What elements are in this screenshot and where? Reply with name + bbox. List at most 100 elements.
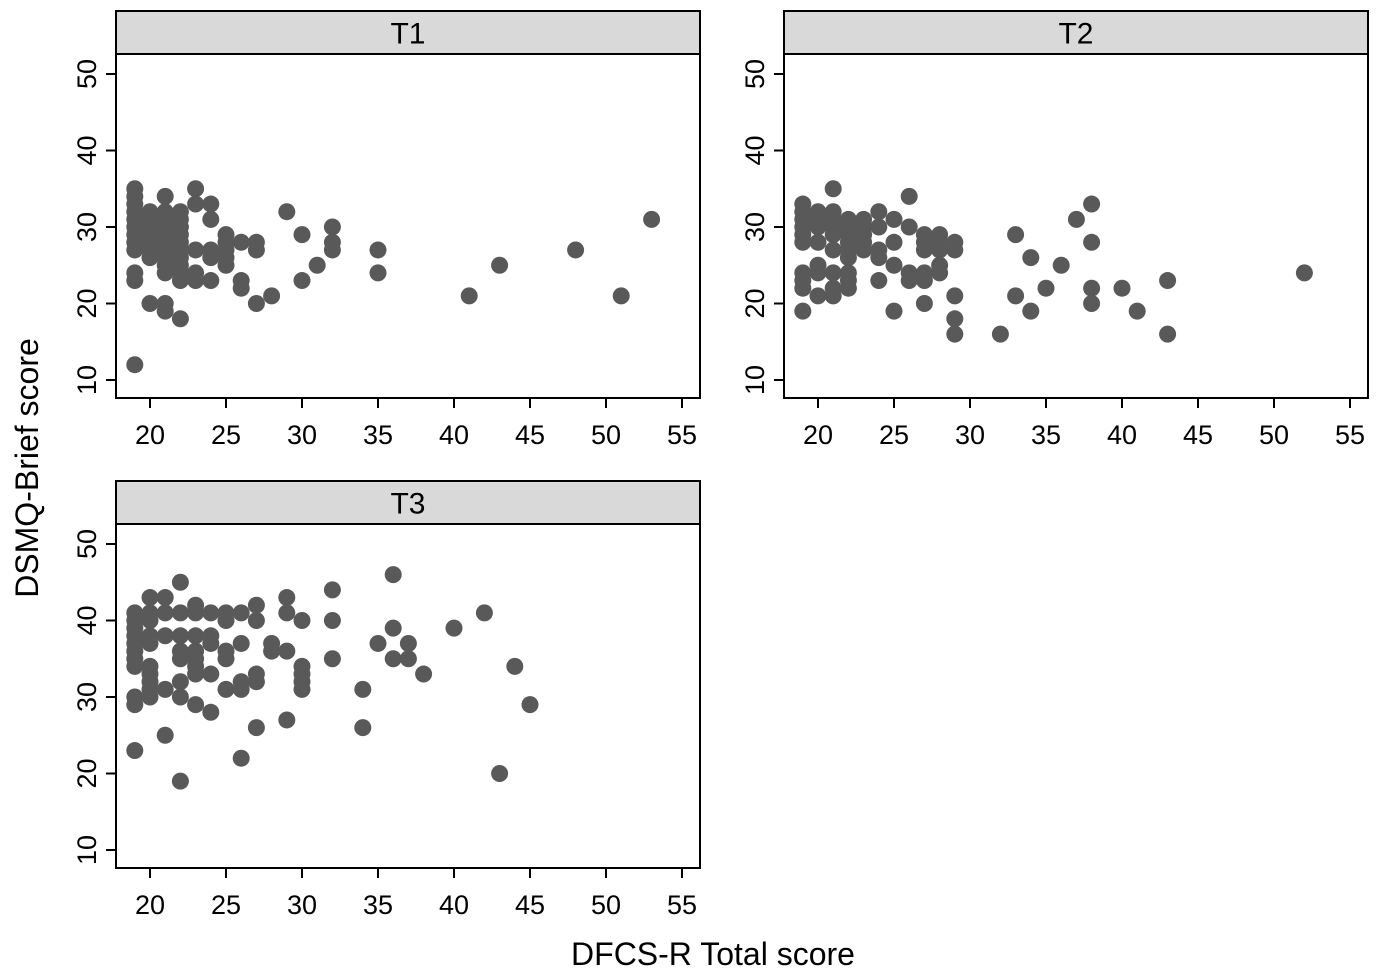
data-point xyxy=(126,696,144,714)
data-point xyxy=(415,665,433,683)
panel-strip-label: T3 xyxy=(390,488,425,521)
data-point xyxy=(612,287,630,305)
data-point xyxy=(1052,256,1070,274)
data-point xyxy=(946,241,964,259)
data-point xyxy=(232,279,250,297)
data-point xyxy=(202,249,220,267)
data-point xyxy=(187,665,205,683)
data-point xyxy=(445,619,463,637)
data-point xyxy=(885,233,903,251)
data-point xyxy=(202,604,220,622)
data-point xyxy=(900,272,918,290)
data-point xyxy=(202,634,220,652)
data-point xyxy=(567,241,585,259)
data-point xyxy=(384,650,402,668)
x-tick-label: 25 xyxy=(211,890,241,920)
y-tick-label: 20 xyxy=(740,288,770,318)
data-point xyxy=(794,279,812,297)
y-tick-label: 30 xyxy=(72,212,102,242)
data-point xyxy=(1007,287,1025,305)
data-point xyxy=(141,634,159,652)
panel-strip xyxy=(115,480,701,525)
data-point xyxy=(839,279,857,297)
data-point xyxy=(187,241,205,259)
data-point xyxy=(1083,295,1101,312)
data-point xyxy=(384,566,402,584)
data-point xyxy=(824,180,842,198)
data-point xyxy=(232,749,250,767)
plot-area xyxy=(115,523,701,869)
data-point xyxy=(885,210,903,228)
data-point xyxy=(171,573,189,591)
data-point xyxy=(247,673,265,691)
data-point xyxy=(323,650,341,668)
data-point xyxy=(141,688,159,706)
data-point xyxy=(156,264,174,282)
x-tick-label: 55 xyxy=(1335,420,1365,450)
data-point xyxy=(232,680,250,698)
data-point xyxy=(885,302,903,320)
y-tick-label: 50 xyxy=(740,59,770,89)
data-point xyxy=(946,287,964,305)
data-point xyxy=(870,203,888,221)
data-point xyxy=(1113,279,1131,297)
data-point xyxy=(187,627,205,645)
data-point xyxy=(126,356,144,374)
data-point xyxy=(1083,195,1101,213)
data-point xyxy=(202,703,220,721)
x-tick-label: 55 xyxy=(667,420,697,450)
data-point xyxy=(824,264,842,282)
x-tick-label: 40 xyxy=(439,420,469,450)
data-point xyxy=(1295,264,1313,282)
y-tick-label: 50 xyxy=(72,529,102,559)
data-point xyxy=(278,711,296,729)
data-point xyxy=(1159,272,1177,290)
data-point xyxy=(1022,249,1040,267)
data-point xyxy=(293,612,311,629)
data-point xyxy=(354,719,372,737)
data-point xyxy=(885,256,903,274)
data-point xyxy=(1159,325,1177,343)
data-point xyxy=(278,604,296,622)
data-point xyxy=(399,634,417,652)
x-tick-label: 45 xyxy=(1183,420,1213,450)
data-point xyxy=(931,264,949,282)
data-point xyxy=(232,634,250,652)
data-point xyxy=(1067,210,1085,228)
data-point xyxy=(399,650,417,668)
data-point xyxy=(141,589,159,607)
panel-strip-label: T2 xyxy=(1058,18,1093,51)
data-point xyxy=(187,696,205,714)
panel-t3: T3 10 20 30 40 50 20 25 30 35 40 45 50 55 xyxy=(72,480,701,920)
data-point xyxy=(1083,279,1101,297)
x-tick-label: 25 xyxy=(879,420,909,450)
data-point xyxy=(475,604,493,622)
data-point xyxy=(263,642,281,660)
y-tick-label: 20 xyxy=(72,758,102,788)
data-point xyxy=(232,233,250,251)
x-tick-label: 45 xyxy=(515,890,545,920)
data-point xyxy=(900,218,918,236)
data-point xyxy=(126,241,144,259)
data-point xyxy=(323,581,341,599)
data-point xyxy=(293,226,311,244)
x-tick-label: 30 xyxy=(955,420,985,450)
data-point xyxy=(900,187,918,205)
data-point xyxy=(293,272,311,290)
data-point xyxy=(491,256,509,274)
panel-t2: T2 10 20 30 40 50 20 25 30 35 40 45 50 55 xyxy=(740,10,1369,450)
data-point xyxy=(156,187,174,205)
data-point xyxy=(521,696,539,714)
data-point xyxy=(824,241,842,259)
x-tick-label: 20 xyxy=(135,890,165,920)
data-point xyxy=(126,742,144,760)
data-point xyxy=(126,272,144,290)
data-point xyxy=(187,604,205,622)
y-tick-label: 10 xyxy=(72,835,102,865)
data-point xyxy=(187,180,205,198)
data-point xyxy=(1083,233,1101,251)
data-point xyxy=(293,680,311,698)
data-point xyxy=(491,765,509,782)
data-point xyxy=(915,295,933,312)
